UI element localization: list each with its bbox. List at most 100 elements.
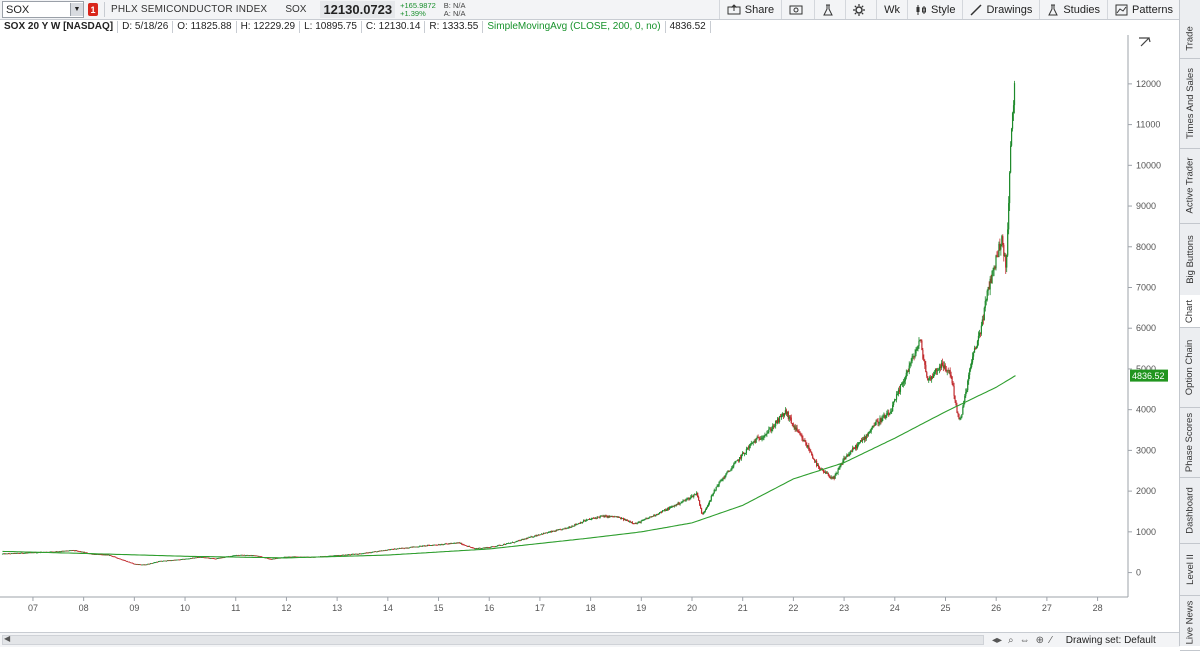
candle-body — [206, 557, 208, 559]
horizontal-scrollbar[interactable]: ◀ — [2, 634, 984, 645]
candle-body — [124, 560, 126, 562]
price-chart[interactable]: 0100020003000400050006000700080009000100… — [0, 35, 1180, 632]
sidebar-tab-phase-scores[interactable]: Phase Scores — [1180, 407, 1200, 478]
candle-body — [150, 563, 152, 564]
chart-area[interactable]: 0 1000 2000 3000 4000 5000 6000 7000 8000 9000 100… — [0, 35, 1180, 632]
candle-body — [360, 553, 362, 555]
scroll-arrows-icon[interactable]: ◂▸ — [992, 634, 1003, 646]
y-tick-label: 7000 — [1136, 282, 1156, 292]
candle-body — [826, 473, 828, 474]
candle-body — [186, 558, 188, 560]
share-button[interactable]: Share — [718, 0, 781, 19]
candle-body — [956, 405, 958, 413]
candle-body — [528, 537, 530, 538]
candle-body — [646, 518, 648, 520]
chevron-down-icon[interactable]: ▼ — [70, 3, 83, 16]
sidebar-tab-dashboard[interactable]: Dashboard — [1180, 477, 1200, 544]
flask-button[interactable] — [814, 0, 845, 19]
candle-body — [984, 301, 986, 308]
drawing-tool-icon[interactable]: ⁄ — [1050, 634, 1052, 646]
candle-body — [285, 556, 287, 558]
candle-body — [233, 555, 236, 557]
candle-body — [900, 384, 903, 386]
candle-body — [20, 552, 22, 554]
settings-button[interactable] — [845, 0, 876, 19]
candle-body — [514, 541, 516, 543]
study-label[interactable]: SimpleMovingAvg (CLOSE, 200, 0, no) — [483, 21, 666, 33]
candle-body — [915, 350, 917, 354]
drawing-set-label[interactable]: Drawing set: Default — [1065, 634, 1156, 646]
candle-body — [616, 516, 618, 518]
candle-body — [762, 437, 764, 439]
style-button[interactable]: Style — [907, 0, 962, 19]
candle-body — [930, 377, 932, 380]
candle-body — [475, 548, 477, 550]
candle-body — [358, 553, 360, 555]
candle-body — [986, 290, 988, 301]
candle-body — [447, 543, 449, 545]
candle-body — [283, 556, 285, 558]
aggregation-button[interactable]: Wk — [876, 0, 907, 19]
drawings-button[interactable]: Drawings — [962, 0, 1039, 19]
candle-body — [175, 559, 177, 561]
candle-body — [151, 563, 153, 564]
candle-body — [680, 502, 682, 504]
candle-body — [913, 356, 915, 358]
x-tick-label: 22 — [788, 603, 798, 613]
nav-controls: ◂▸ ⌕ ⇔ ⊕ ⁄ — [992, 635, 1052, 646]
candle-body — [270, 558, 272, 560]
sidebar-tab-live-news[interactable]: Live News — [1180, 595, 1200, 651]
candle-body — [786, 412, 788, 415]
sidebar-tab-times-and-sales[interactable]: Times And Sales — [1180, 58, 1200, 149]
sidebar-tab-level-ii[interactable]: Level II — [1180, 543, 1200, 596]
candle-body — [71, 550, 73, 552]
candle-body — [781, 413, 784, 416]
candle-body — [23, 553, 25, 554]
candle-body — [32, 552, 34, 554]
y-tick-label: 12000 — [1136, 79, 1161, 89]
candle-body — [964, 395, 966, 402]
sidebar-tab-big-buttons[interactable]: Big Buttons — [1180, 223, 1200, 296]
x-tick-label: 16 — [484, 603, 494, 613]
candle-body — [793, 426, 795, 428]
candle-body — [446, 543, 448, 545]
sidebar-tab-trade[interactable]: Trade — [1180, 18, 1200, 59]
candle-body — [143, 564, 145, 566]
y-tick-label: 9000 — [1136, 201, 1156, 211]
candle-body — [207, 557, 209, 559]
expand-icon[interactable] — [1139, 36, 1151, 47]
candle-body — [534, 535, 536, 537]
symbol-input[interactable]: SOX — [6, 3, 30, 16]
screenshot-button[interactable] — [781, 0, 814, 19]
style-label: Style — [931, 3, 956, 16]
sidebar-tab-option-chain[interactable]: Option Chain — [1180, 327, 1200, 408]
sidebar-tab-active-trader[interactable]: Active Trader — [1180, 148, 1200, 224]
candle-body — [966, 390, 968, 393]
alert-badge[interactable]: 1 — [88, 3, 98, 16]
candle-body — [812, 455, 814, 459]
patterns-button[interactable]: Patterns — [1107, 0, 1180, 19]
candle-body — [468, 546, 471, 548]
candle-body — [1005, 255, 1007, 268]
candle-body — [68, 550, 70, 552]
candle-body — [114, 556, 116, 558]
symbol-selector[interactable]: SOX ▼ — [2, 1, 84, 18]
candle-body — [400, 548, 402, 549]
x-tick-label: 27 — [1042, 603, 1052, 613]
scroll-left-icon[interactable]: ◀ — [4, 634, 11, 643]
candle-body — [879, 418, 881, 423]
candle-body — [30, 552, 32, 554]
candle-body — [195, 557, 198, 559]
candle-body — [179, 559, 181, 561]
sidebar-tab-chart[interactable]: Chart — [1180, 295, 1200, 328]
zoom-icon[interactable]: ⌕ — [1008, 634, 1014, 646]
crosshair-icon[interactable]: ⊕ — [1035, 634, 1045, 646]
candle-body — [512, 542, 515, 543]
pan-icon[interactable]: ⇔ — [1019, 634, 1030, 646]
candle-body — [416, 546, 418, 548]
candle-body — [154, 562, 157, 564]
studies-button[interactable]: Studies — [1039, 0, 1107, 19]
candle-body — [152, 562, 154, 564]
candle-body — [385, 550, 387, 551]
candle-body — [982, 319, 984, 321]
